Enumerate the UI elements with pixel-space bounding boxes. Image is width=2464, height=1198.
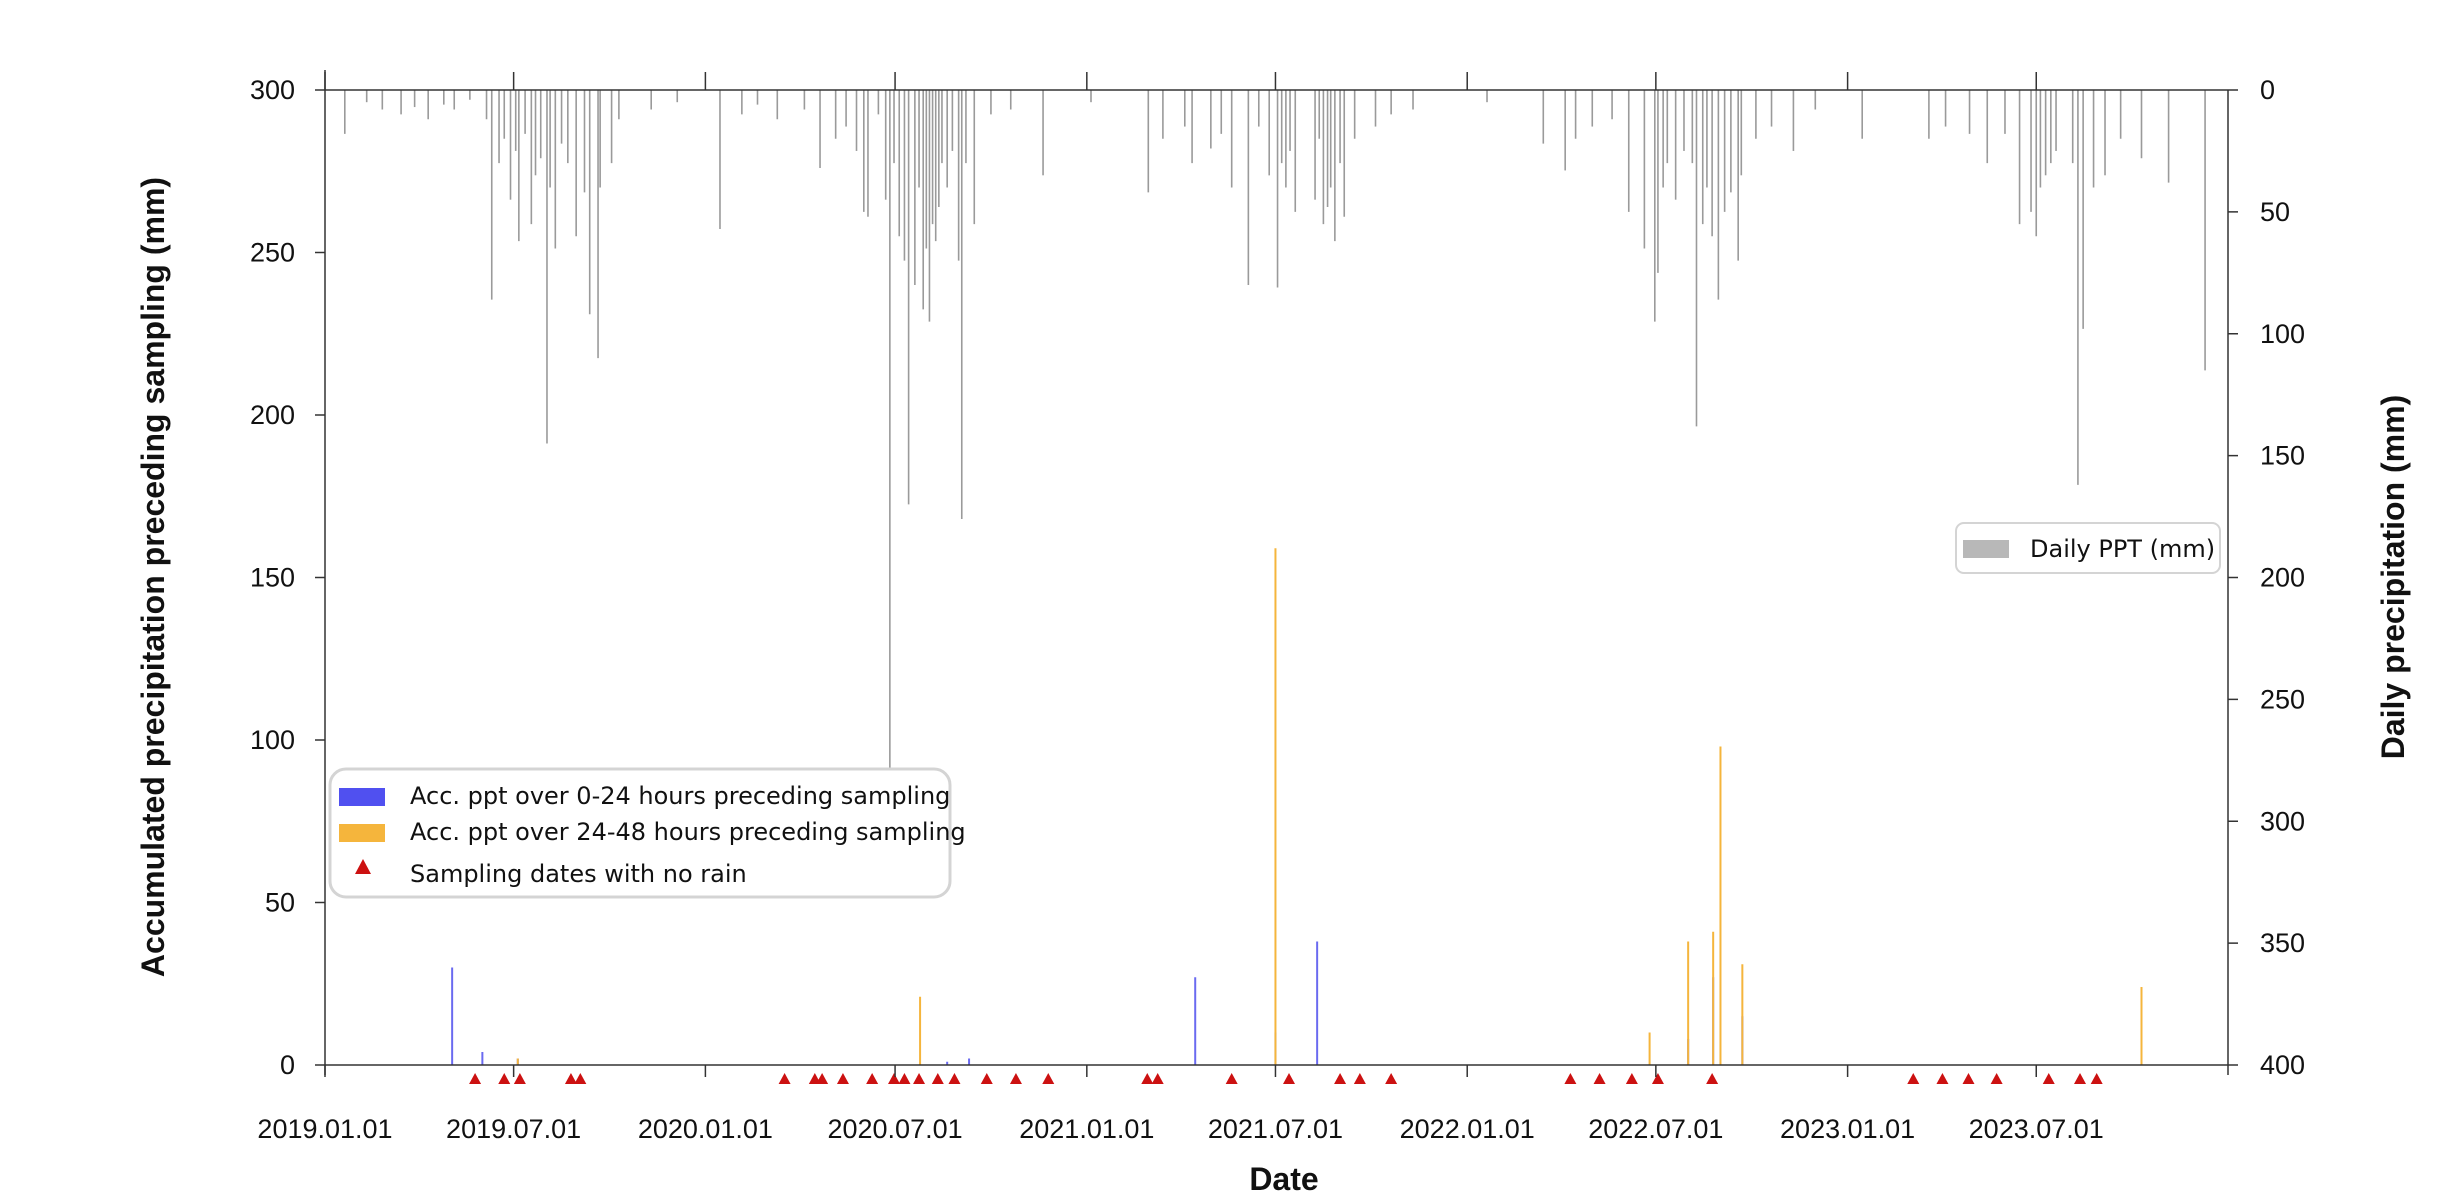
- x-tick-label: 2022.01.01: [1400, 1114, 1535, 1144]
- no-rain-marker: [574, 1073, 587, 1084]
- no-rain-marker: [1625, 1073, 1638, 1084]
- no-rain-marker: [1151, 1073, 1164, 1084]
- right-y-tick-label: 350: [2260, 928, 2305, 958]
- no-rain-marker: [980, 1073, 993, 1084]
- no-rain-marker: [1593, 1073, 1606, 1084]
- no-rain-marker: [1962, 1073, 1975, 1084]
- no-rain-marker: [2042, 1073, 2055, 1084]
- right-y-tick-label: 50: [2260, 197, 2290, 227]
- x-tick-label: 2019.01.01: [257, 1114, 392, 1144]
- no-rain-marker: [2074, 1073, 2087, 1084]
- no-rain-marker: [513, 1073, 526, 1084]
- no-rain-marker: [469, 1073, 482, 1084]
- tick-marks: [315, 72, 2238, 1077]
- legend-0-24h-label: Acc. ppt over 0-24 hours preceding sampl…: [410, 782, 950, 810]
- legend-daily-ppt-label: Daily PPT (mm): [2030, 535, 2215, 563]
- right-y-axis-title: Daily precipitation (mm): [2375, 395, 2411, 760]
- no-rain-marker: [836, 1073, 849, 1084]
- x-tick-label: 2022.07.01: [1588, 1114, 1723, 1144]
- no-rain-marker: [1706, 1073, 1719, 1084]
- no-rain-marker: [1564, 1073, 1577, 1084]
- left-y-tick-label: 200: [250, 400, 295, 430]
- left-y-tick-label: 50: [265, 888, 295, 918]
- axes: [324, 70, 2229, 1075]
- legend-daily-ppt: Daily PPT (mm): [1955, 522, 2221, 574]
- no-rain-marker: [1385, 1073, 1398, 1084]
- no-rain-marker: [1936, 1073, 1949, 1084]
- left-y-tick-label: 150: [250, 563, 295, 593]
- left-y-axis-title: Accumulated precipitation preceding samp…: [135, 177, 171, 977]
- no-rain-marker: [1042, 1073, 1055, 1084]
- x-tick-label: 2020.07.01: [827, 1114, 962, 1144]
- x-tick-label: 2019.07.01: [446, 1114, 581, 1144]
- no-rain-marker: [1225, 1073, 1238, 1084]
- left-y-tick-label: 300: [250, 75, 295, 105]
- right-y-tick-label: 250: [2260, 684, 2305, 714]
- x-tick-label: 2021.01.01: [1019, 1114, 1154, 1144]
- no-rain-marker: [816, 1073, 829, 1084]
- no-rain-marker: [913, 1073, 926, 1084]
- no-rain-marker: [888, 1073, 901, 1084]
- no-rain-markers: [469, 1073, 2103, 1084]
- legend-no-rain-triangle: [355, 859, 371, 874]
- no-rain-marker: [1334, 1073, 1347, 1084]
- right-y-tick-label: 150: [2260, 441, 2305, 471]
- right-y-tick-label: 200: [2260, 563, 2305, 593]
- x-tick-label: 2023.01.01: [1780, 1114, 1915, 1144]
- legend-daily-ppt-swatch: [1963, 540, 2009, 558]
- tick-labels: 2019.01.01 2019.07.01 2020.01.01 2020.07.01…: [250, 75, 2305, 1144]
- no-rain-marker: [1907, 1073, 1920, 1084]
- accumulated-ppt-bars: [451, 548, 2143, 1065]
- legend-accumulated-box: [328, 767, 952, 899]
- no-rain-marker: [948, 1073, 961, 1084]
- no-rain-marker: [898, 1073, 911, 1084]
- x-tick-label: 2021.07.01: [1208, 1114, 1343, 1144]
- left-y-tick-label: 250: [250, 238, 295, 268]
- no-rain-marker: [1990, 1073, 2003, 1084]
- legend-accumulated: Acc. ppt over 0-24 hours preceding sampl…: [328, 767, 966, 899]
- x-axis-title: Date: [1249, 1161, 1318, 1197]
- right-y-tick-label: 400: [2260, 1050, 2305, 1080]
- legend-24-48h-swatch: [339, 824, 385, 842]
- legend-24-48h-label: Acc. ppt over 24-48 hours preceding samp…: [410, 818, 966, 846]
- x-tick-label: 2020.01.01: [638, 1114, 773, 1144]
- no-rain-marker: [931, 1073, 944, 1084]
- no-rain-marker: [778, 1073, 791, 1084]
- legend-no-rain-label: Sampling dates with no rain: [410, 860, 747, 888]
- left-y-tick-label: 100: [250, 725, 295, 755]
- right-y-tick-label: 100: [2260, 319, 2305, 349]
- left-y-tick-label: 0: [280, 1050, 295, 1080]
- no-rain-marker: [2090, 1073, 2103, 1084]
- no-rain-marker: [1009, 1073, 1022, 1084]
- no-rain-marker: [866, 1073, 879, 1084]
- no-rain-marker: [498, 1073, 511, 1084]
- right-y-tick-label: 0: [2260, 75, 2275, 105]
- legend-0-24h-swatch: [339, 788, 385, 806]
- daily-ppt-bars: [344, 90, 2206, 773]
- no-rain-marker: [1141, 1073, 1154, 1084]
- legend-daily-ppt-box: [1955, 522, 2221, 574]
- no-rain-marker: [1353, 1073, 1366, 1084]
- no-rain-marker: [1651, 1073, 1664, 1084]
- no-rain-marker: [1283, 1073, 1296, 1084]
- no-rain-marker: [564, 1073, 577, 1084]
- right-y-tick-label: 300: [2260, 806, 2305, 836]
- x-tick-label: 2023.07.01: [1969, 1114, 2104, 1144]
